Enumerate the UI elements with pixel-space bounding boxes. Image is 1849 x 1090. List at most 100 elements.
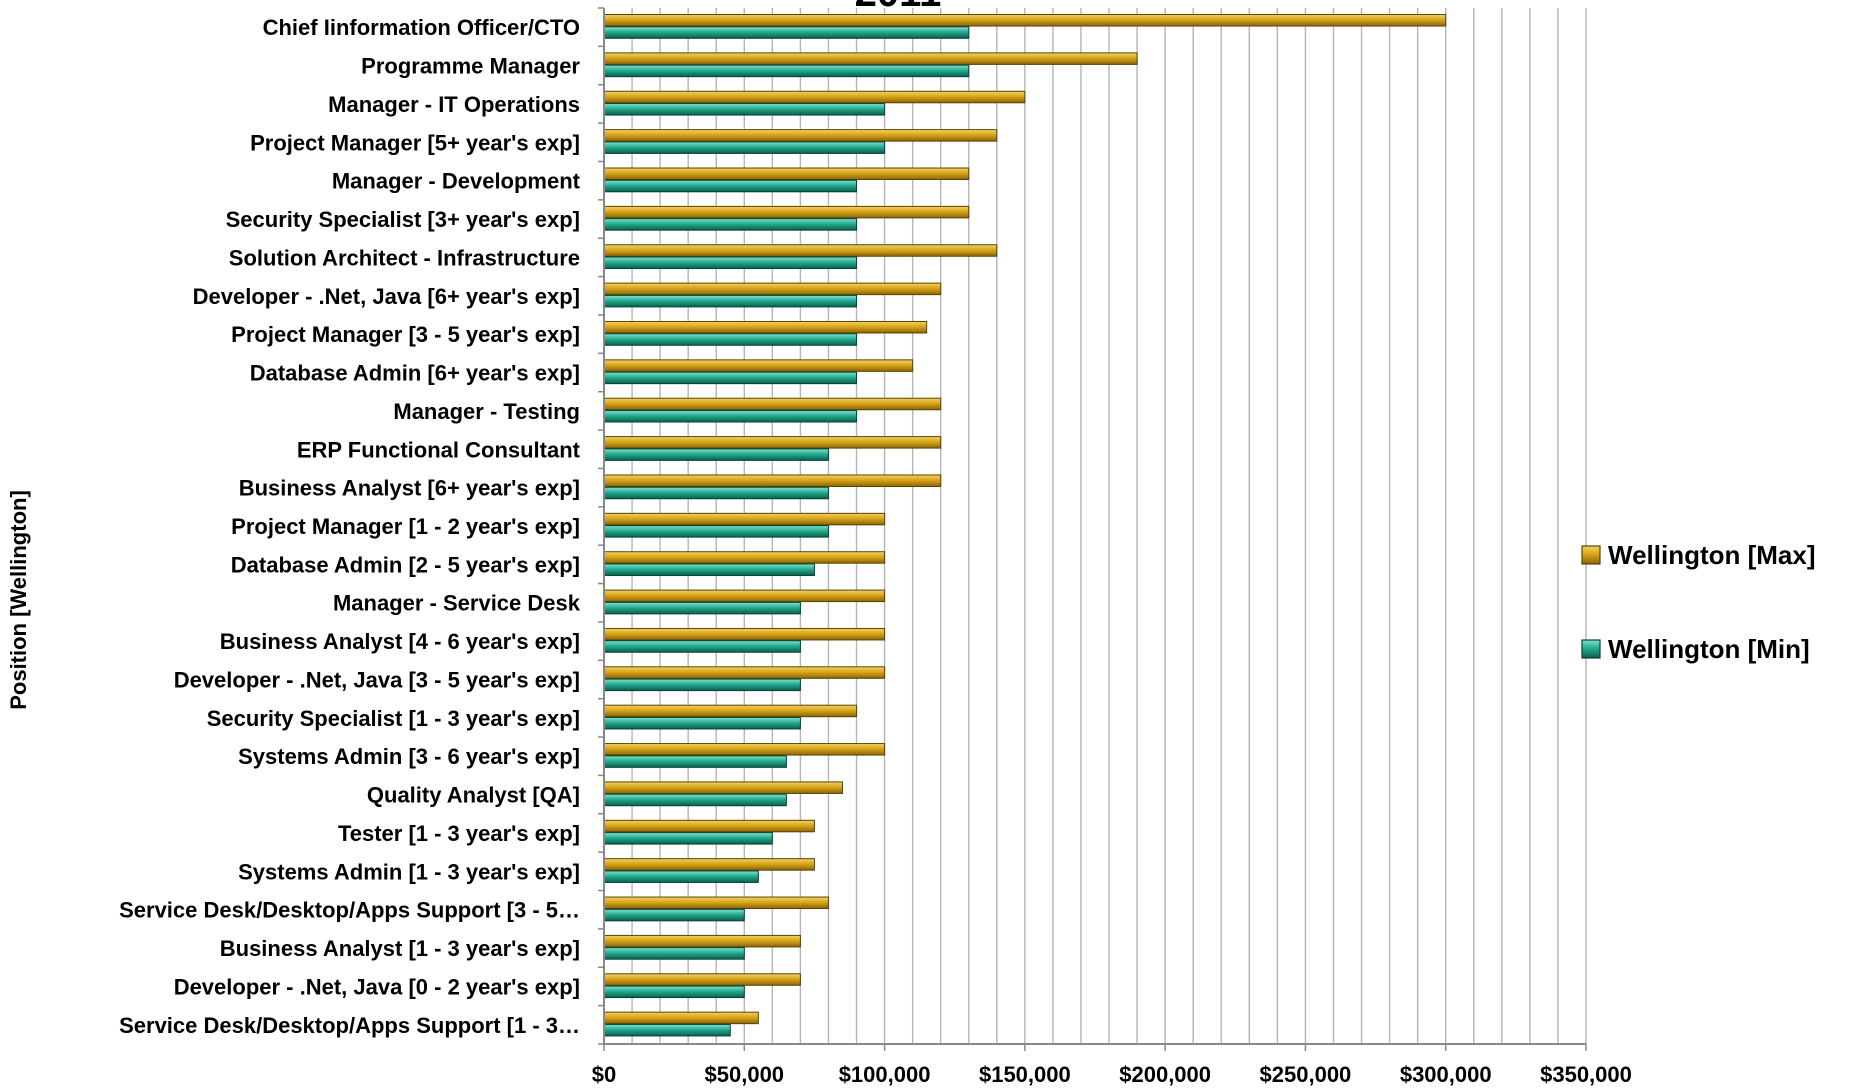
bar-max bbox=[603, 397, 942, 411]
bar-max bbox=[603, 129, 998, 142]
category-label: Database Admin [6+ year's exp] bbox=[250, 361, 580, 386]
category-label: Service Desk/Desktop/Apps Support [1 - 3… bbox=[119, 1013, 580, 1038]
category-label: Manager - IT Operations bbox=[328, 92, 580, 117]
bar-min bbox=[603, 103, 886, 116]
bar-max bbox=[603, 704, 858, 718]
x-tick-label: $150,000 bbox=[979, 1062, 1071, 1087]
bar-max bbox=[603, 359, 914, 372]
bar-max bbox=[603, 973, 801, 986]
bar-min bbox=[603, 870, 759, 883]
bar-max bbox=[603, 90, 1026, 104]
category-label: Quality Analyst [QA] bbox=[367, 783, 580, 808]
legend-swatch-min bbox=[1581, 639, 1601, 659]
x-tick-label: $50,000 bbox=[705, 1062, 785, 1087]
legend-swatch-max bbox=[1581, 545, 1601, 565]
bar-min bbox=[603, 64, 970, 78]
bar-min bbox=[603, 448, 829, 461]
bar-max bbox=[603, 858, 815, 871]
bar-min bbox=[603, 525, 829, 538]
bar-min bbox=[603, 563, 815, 576]
bar-min bbox=[603, 640, 801, 653]
bar-max bbox=[603, 512, 886, 526]
bar-min bbox=[603, 333, 858, 346]
category-label: Business Analyst [1 - 3 year's exp] bbox=[220, 936, 580, 961]
bar-max bbox=[603, 896, 829, 910]
bar-min bbox=[603, 26, 970, 39]
bar-min bbox=[603, 832, 773, 845]
category-label: Developer - .Net, Java [0 - 2 year's exp… bbox=[174, 974, 580, 999]
category-label: Systems Admin [1 - 3 year's exp] bbox=[238, 859, 580, 884]
bar-max bbox=[603, 436, 942, 449]
bar-max bbox=[603, 52, 1138, 65]
category-label: Developer - .Net, Java [3 - 5 year's exp… bbox=[174, 667, 580, 692]
category-label: Security Specialist [1 - 3 year's exp] bbox=[207, 706, 580, 731]
category-label: Security Specialist [3+ year's exp] bbox=[226, 207, 580, 232]
legend-label-min: Wellington [Min] bbox=[1608, 634, 1810, 664]
x-tick-labels: $0 $50,000 $100,000 $150,000 $200,000 $250,00… bbox=[592, 1062, 1632, 1087]
bar-min bbox=[603, 985, 745, 999]
bar-max bbox=[603, 666, 886, 679]
bar-min bbox=[603, 141, 886, 154]
bar-max bbox=[603, 282, 942, 296]
bar-min bbox=[603, 294, 858, 308]
x-tick-label: $250,000 bbox=[1260, 1062, 1352, 1087]
x-tick-label: $200,000 bbox=[1119, 1062, 1211, 1087]
x-tick-label: $300,000 bbox=[1400, 1062, 1492, 1087]
bar-max bbox=[603, 167, 970, 181]
category-label: Business Analyst [4 - 6 year's exp] bbox=[220, 629, 580, 654]
y-axis-title: Position [Wellington] bbox=[6, 490, 31, 710]
bar-min bbox=[603, 410, 858, 423]
category-label: Project Manager [5+ year's exp] bbox=[250, 130, 580, 155]
category-labels: Chief Iinformation Officer/CTO Programme … bbox=[119, 15, 581, 1038]
category-label: Solution Architect - Infrastructure bbox=[229, 245, 580, 270]
bar-max bbox=[603, 627, 886, 641]
bar-max bbox=[603, 781, 843, 794]
bar-min bbox=[603, 601, 801, 615]
axes-group bbox=[598, 7, 1587, 1051]
bar-max bbox=[603, 743, 886, 756]
legend: Wellington [Max] Wellington [Min] bbox=[1581, 540, 1816, 664]
category-label: ERP Functional Consultant bbox=[297, 437, 581, 462]
bar-min bbox=[603, 755, 787, 768]
bar-min bbox=[603, 486, 829, 500]
bar-max bbox=[603, 934, 801, 948]
category-label: Systems Admin [3 - 6 year's exp] bbox=[238, 744, 580, 769]
bar-max bbox=[603, 819, 815, 833]
bar-max bbox=[603, 244, 998, 257]
bar-max bbox=[603, 589, 886, 603]
chart-title: 2011 bbox=[855, 0, 942, 15]
category-label: Tester [1 - 3 year's exp] bbox=[338, 821, 580, 846]
bar-max bbox=[603, 14, 1447, 27]
bar-min bbox=[603, 678, 801, 692]
category-label: Manager - Testing bbox=[393, 399, 580, 424]
category-label: Programme Manager bbox=[361, 54, 580, 79]
bar-max bbox=[603, 1011, 759, 1025]
bar-min bbox=[603, 256, 858, 270]
bar-min bbox=[603, 371, 858, 385]
bar-min bbox=[603, 179, 858, 193]
x-tick-label: $0 bbox=[592, 1062, 616, 1087]
x-tick-label: $350,000 bbox=[1540, 1062, 1632, 1087]
legend-label-max: Wellington [Max] bbox=[1608, 540, 1816, 570]
bar-min bbox=[603, 1023, 731, 1037]
category-label: Database Admin [2 - 5 year's exp] bbox=[231, 552, 580, 577]
category-label: Developer - .Net, Java [6+ year's exp] bbox=[193, 284, 580, 309]
bar-min bbox=[603, 218, 858, 231]
bar-min bbox=[603, 793, 787, 807]
bar-max bbox=[603, 205, 970, 219]
category-label: Service Desk/Desktop/Apps Support [3 - 5… bbox=[119, 898, 580, 923]
bar-min bbox=[603, 908, 745, 922]
bar-max bbox=[603, 551, 886, 564]
bars-group bbox=[603, 14, 1447, 1037]
bar-max bbox=[603, 320, 928, 334]
x-tick-label: $100,000 bbox=[839, 1062, 931, 1087]
category-label: Project Manager [1 - 2 year's exp] bbox=[231, 514, 580, 539]
bar-min bbox=[603, 716, 801, 730]
bar-min bbox=[603, 947, 745, 960]
category-label: Chief Iinformation Officer/CTO bbox=[263, 15, 580, 40]
category-label: Manager - Development bbox=[332, 169, 581, 194]
category-label: Project Manager [3 - 5 year's exp] bbox=[231, 322, 580, 347]
bar-max bbox=[603, 474, 942, 487]
category-label: Business Analyst [6+ year's exp] bbox=[239, 476, 580, 501]
